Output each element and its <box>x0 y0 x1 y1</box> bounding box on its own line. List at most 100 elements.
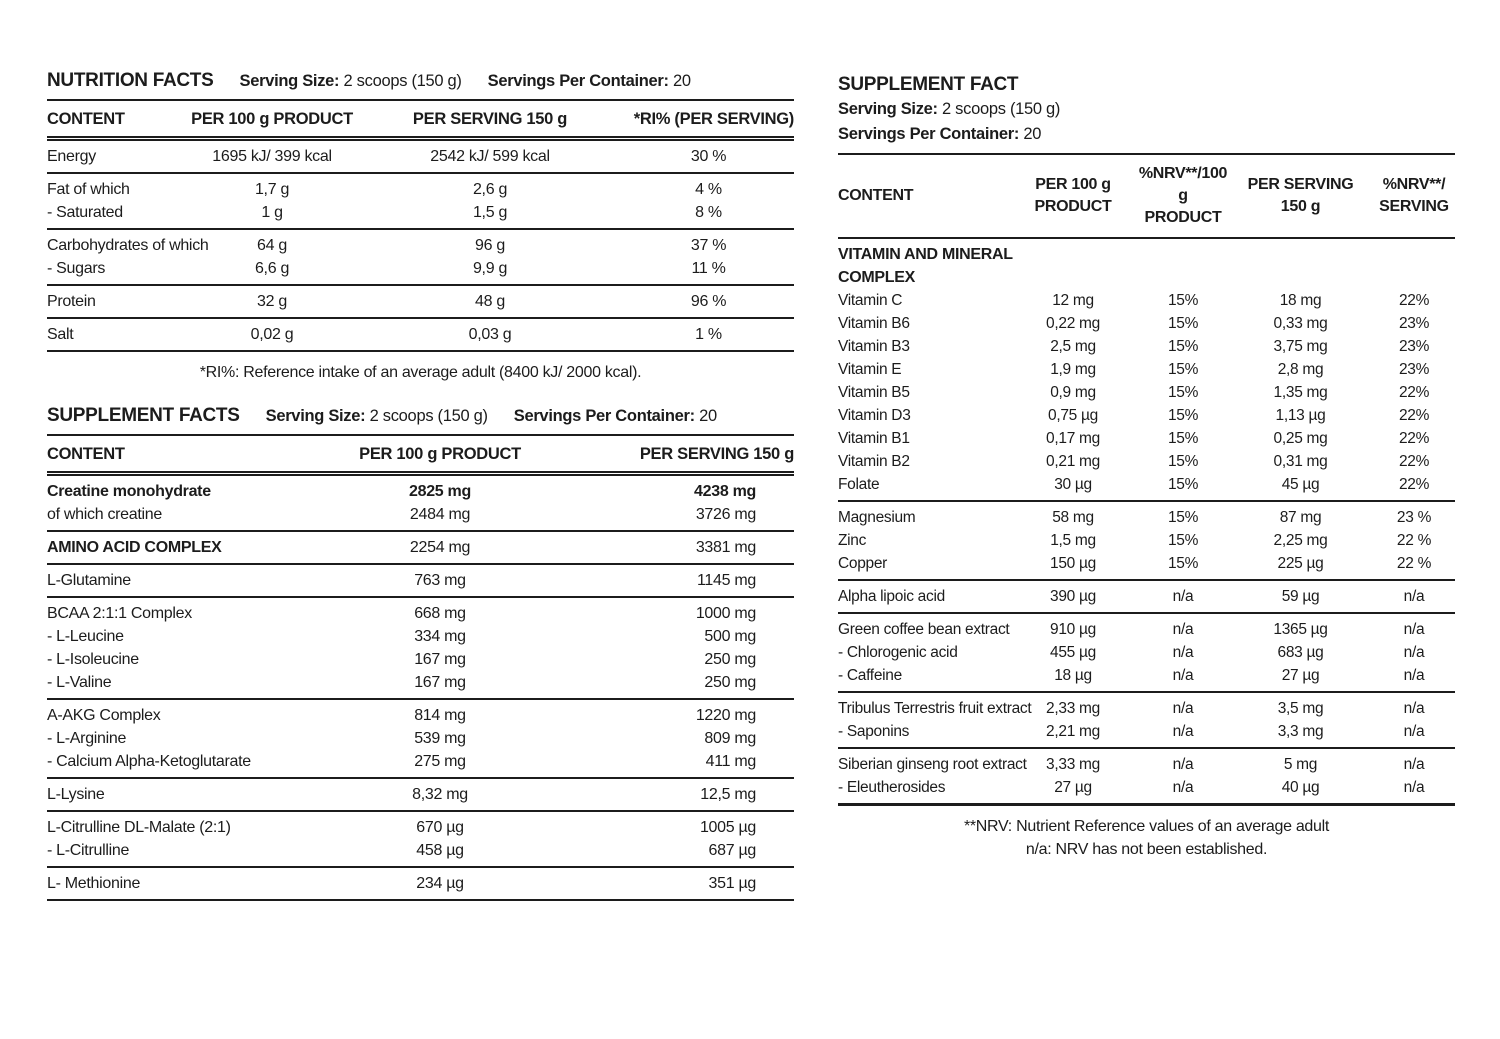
row-value: 390 µg <box>1050 588 1096 605</box>
row-value: 3381 mg <box>695 539 756 556</box>
table-group: VITAMIN AND MINERAL COMPLEX Vitamin C 12 m… <box>838 239 1455 502</box>
servings-per-container: Servings Per Container: 20 <box>514 407 717 426</box>
table-row: Green coffee bean extract 910 µg n/a 1365 µ… <box>838 618 1455 641</box>
table-row: Vitamin B2 0,21 mg 15% 0,31 mg 22% <box>838 450 1455 473</box>
row-value: 2,21 mg <box>1046 723 1100 740</box>
row-value: 0,25 mg <box>1273 430 1328 447</box>
servings-value: 20 <box>699 407 717 425</box>
table-body: VITAMIN AND MINERAL COMPLEX Vitamin C 12 m… <box>838 239 1455 806</box>
row-value: 22 % <box>1396 555 1432 572</box>
row-label: Magnesium <box>838 509 916 526</box>
row-label: L- Methionine <box>47 875 141 892</box>
row-value: n/a <box>1172 588 1194 605</box>
table-title: NUTRITION FACTS <box>47 70 214 91</box>
row-value: 334 mg <box>414 628 466 645</box>
row-value: 23 % <box>1396 509 1432 526</box>
row-value: 1,5 g <box>472 204 508 221</box>
serving-size-label: Serving Size: <box>838 100 938 118</box>
table-group: AMINO ACID COMPLEX 2254 mg 3381 mg <box>47 532 794 565</box>
table-group: L-Lysine 8,32 mg 12,5 mg <box>47 779 794 812</box>
column-header-nrvserving: %NRV**/ SERVING <box>1379 176 1449 215</box>
row-label: - Chlorogenic acid <box>838 644 958 661</box>
table-row: Copper 150 µg 15% 225 µg 22 % <box>838 552 1455 575</box>
row-value: 15% <box>1167 430 1199 447</box>
table-row: Salt 0,02 g 0,03 g 1 % <box>47 323 794 346</box>
servings-label: Servings Per Container: <box>838 125 1020 143</box>
row-value: 4238 mg <box>694 483 756 500</box>
column-header-perserving: PER SERVING 150 g <box>639 445 794 463</box>
row-label: Vitamin B3 <box>838 338 910 355</box>
row-value: 1000 mg <box>695 605 756 622</box>
table-row: Vitamin E 1,9 mg 15% 2,8 mg 23% <box>838 358 1455 381</box>
table-group: A-AKG Complex 814 mg 1220 mg - L-Arginine 53… <box>47 700 794 779</box>
row-value: 96 g <box>475 237 505 254</box>
serving-size-label: Serving Size: <box>265 407 366 425</box>
row-label: of which creatine <box>47 506 162 523</box>
table-row: - Sugars 6,6 g 9,9 g 11 % <box>47 257 794 280</box>
row-value: 1,9 mg <box>1050 361 1096 378</box>
table-title: SUPPLEMENT FACTS <box>47 405 240 426</box>
row-value: n/a <box>1172 621 1194 638</box>
table-row: - Saponins 2,21 mg n/a 3,3 mg n/a <box>838 720 1455 743</box>
row-value: 500 mg <box>704 628 756 645</box>
row-value: 670 µg <box>416 819 464 836</box>
row-label: Vitamin E <box>838 361 902 378</box>
table-row: Vitamin C 12 mg 15% 18 mg 22% <box>838 289 1455 312</box>
row-label: Vitamin B5 <box>838 384 910 401</box>
row-label: L-Lysine <box>47 786 105 803</box>
row-value: 0,33 mg <box>1273 315 1328 332</box>
row-value: 15% <box>1167 338 1199 355</box>
nrv-footnote: **NRV: Nutrient Reference values of an a… <box>838 806 1455 861</box>
row-value: n/a <box>1403 779 1425 796</box>
row-value: 59 µg <box>1281 588 1320 605</box>
row-value: 3,5 mg <box>1277 700 1324 717</box>
serving-size-value: 2 scoops (150 g) <box>343 72 462 90</box>
row-value: 15% <box>1167 476 1199 493</box>
section-header: VITAMIN AND MINERAL COMPLEX <box>838 246 1013 286</box>
table-row: Creatine monohydrate 2825 mg 4238 mg <box>47 480 794 503</box>
row-label: Salt <box>47 326 74 343</box>
table-row: Vitamin D3 0,75 µg 15% 1,13 µg 22% <box>838 404 1455 427</box>
supplement-fact-vitamin-table: SUPPLEMENT FACT Serving Size: 2 scoops (… <box>838 72 1455 861</box>
row-value: 8,32 mg <box>412 786 468 803</box>
row-value: 87 mg <box>1279 509 1322 526</box>
row-value: 48 g <box>475 293 505 310</box>
column-header-content: CONTENT <box>47 110 125 128</box>
table-row: of which creatine 2484 mg 3726 mg <box>47 503 794 526</box>
row-value: 2,25 mg <box>1273 532 1328 549</box>
row-label: - L-Citrulline <box>47 842 130 859</box>
row-value: n/a <box>1172 644 1194 661</box>
row-label: AMINO ACID COMPLEX <box>47 539 222 556</box>
row-value: 2825 mg <box>409 483 471 500</box>
row-value: 411 mg <box>705 753 757 770</box>
table-row: BCAA 2:1:1 Complex 668 mg 1000 mg <box>47 602 794 625</box>
row-value: 0,17 mg <box>1046 430 1100 447</box>
table-row: - Calcium Alpha-Ketoglutarate 275 mg 411 m… <box>47 750 794 773</box>
column-header-perserving: PER SERVING 150 g <box>412 110 568 128</box>
row-value: 225 µg <box>1277 555 1324 572</box>
nrv-footnote-line1: **NRV: Nutrient Reference values of an a… <box>963 818 1330 835</box>
row-value: 3,33 mg <box>1046 756 1100 773</box>
row-value: 2,33 mg <box>1046 700 1100 717</box>
row-value: 23% <box>1398 361 1430 378</box>
row-value: 15% <box>1167 453 1199 470</box>
row-value: 910 µg <box>1050 621 1096 638</box>
row-label: - Eleutherosides <box>838 779 946 796</box>
row-value: 5 mg <box>1283 756 1318 773</box>
table-body: Energy 1695 kJ/ 399 kcal 2542 kJ/ 599 kcal… <box>47 141 794 352</box>
row-value: 1 g <box>261 204 283 221</box>
servings-per-container: Servings Per Container: 20 <box>488 72 691 91</box>
row-value: 15% <box>1167 315 1199 332</box>
row-value: 250 mg <box>704 674 756 691</box>
row-value: 351 µg <box>708 875 757 892</box>
row-label: Alpha lipoic acid <box>838 588 945 605</box>
row-value: 15% <box>1167 555 1199 572</box>
row-label: Vitamin D3 <box>838 407 911 424</box>
table-row: L-Glutamine 763 mg 1145 mg <box>47 569 794 592</box>
table-row: - L-Valine 167 mg 250 mg <box>47 671 794 694</box>
row-value: 0,21 mg <box>1046 453 1100 470</box>
row-value: n/a <box>1403 621 1425 638</box>
table-row: Protein 32 g 48 g 96 % <box>47 290 794 313</box>
row-label: - Calcium Alpha-Ketoglutarate <box>47 753 251 770</box>
row-value: 6,6 g <box>254 260 290 277</box>
